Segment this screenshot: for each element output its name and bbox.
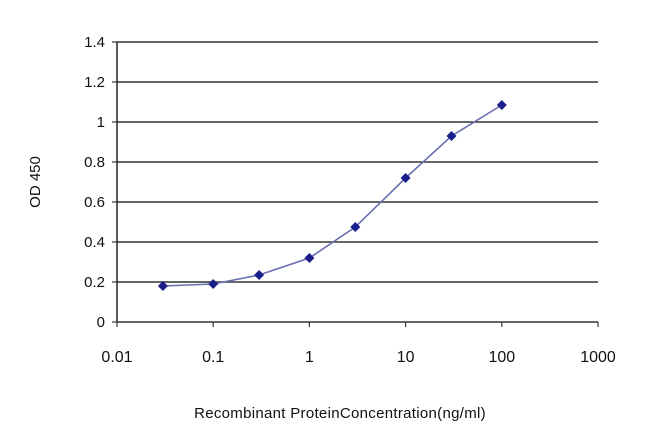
data-point <box>496 100 507 110</box>
y-tick-label: 0.4 <box>84 234 105 251</box>
y-tick-label: 0.8 <box>84 154 105 171</box>
data-point <box>304 253 315 263</box>
x-tick-label: 10 <box>397 349 415 366</box>
series-line <box>162 104 503 287</box>
y-tick-label: 1.2 <box>84 74 105 91</box>
data-point <box>446 131 457 141</box>
x-tick-labels: 0.01 0.1 1 10 100 1000 <box>101 349 615 366</box>
x-tick-label: 1000 <box>580 349 616 366</box>
y-tick-label: 0.6 <box>84 194 105 211</box>
data-point <box>350 222 361 232</box>
data-point <box>157 281 168 291</box>
x-tick-label: 1 <box>305 349 314 366</box>
x-axis-label: Recombinant ProteinConcentration(ng/ml) <box>194 405 486 422</box>
data-point <box>254 270 265 280</box>
data-point <box>400 173 411 183</box>
y-axis-label: OD 450 <box>27 156 44 208</box>
y-tick-label: 0 <box>97 314 105 331</box>
axes <box>112 41 599 327</box>
x-tick-label: 100 <box>488 349 515 366</box>
x-tick-label: 0.01 <box>101 349 132 366</box>
gridlines <box>117 41 598 283</box>
y-tick-label: 0.2 <box>84 274 105 291</box>
data-point <box>208 279 219 289</box>
y-tick-label: 1.4 <box>84 34 105 51</box>
y-tick-label: 1 <box>97 114 105 131</box>
series <box>157 100 507 291</box>
x-tick-label: 0.1 <box>202 349 224 366</box>
y-tick-labels: 0 0.2 0.4 0.6 0.8 1 1.2 1.4 <box>84 34 105 331</box>
